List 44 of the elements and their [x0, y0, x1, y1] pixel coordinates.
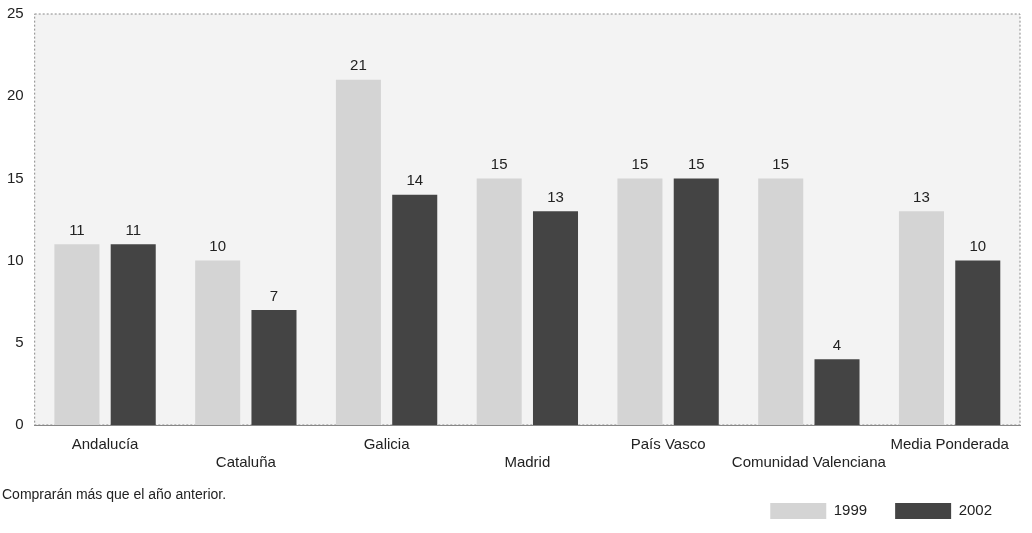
- legend-label: 2002: [958, 501, 993, 519]
- data-label: 7: [269, 286, 279, 304]
- bar: [955, 260, 1001, 425]
- data-label: 15: [772, 155, 790, 173]
- x-tick-label: Media Ponderada: [890, 435, 1010, 453]
- bar: [392, 194, 438, 425]
- x-tick-label: Madrid: [504, 453, 551, 471]
- data-label: 13: [913, 187, 930, 205]
- data-label: 11: [69, 220, 85, 238]
- x-tick-label: Andalucía: [71, 435, 140, 453]
- data-label: 15: [490, 155, 508, 173]
- y-tick-label: 0: [15, 415, 24, 433]
- data-label: 10: [969, 237, 987, 255]
- legend-label: 1999: [833, 501, 868, 519]
- y-tick-label: 25: [7, 4, 24, 22]
- bar: [54, 244, 100, 425]
- data-label: 15: [631, 155, 649, 173]
- data-label: 14: [406, 171, 424, 189]
- bar: [110, 244, 156, 425]
- data-label: 10: [209, 237, 227, 255]
- x-tick-label: Cataluña: [215, 453, 277, 471]
- bar: [532, 211, 579, 425]
- bar: [251, 309, 297, 425]
- x-tick-label: País Vasco: [630, 435, 706, 453]
- x-tick-label: Galicia: [363, 435, 411, 453]
- data-label: 21: [350, 56, 367, 74]
- data-label: 4: [832, 335, 842, 353]
- y-tick-label: 5: [15, 332, 24, 350]
- data-label: 11: [125, 220, 142, 238]
- x-tick-label: Comunidad Valenciana: [731, 453, 887, 471]
- y-tick-label: 15: [7, 168, 24, 186]
- data-label: 13: [547, 187, 564, 205]
- bar: [673, 178, 719, 425]
- y-tick-label: 10: [7, 250, 24, 268]
- bar: [195, 260, 241, 425]
- data-label: 15: [687, 155, 705, 173]
- bar: [617, 178, 663, 425]
- text: Comprarán más que el año anterior.: [2, 486, 227, 502]
- bar: [758, 178, 804, 425]
- bar: [335, 79, 381, 425]
- bar: [814, 359, 860, 425]
- bar: [898, 211, 944, 425]
- y-tick-label: 20: [7, 86, 24, 104]
- bar: [476, 178, 522, 425]
